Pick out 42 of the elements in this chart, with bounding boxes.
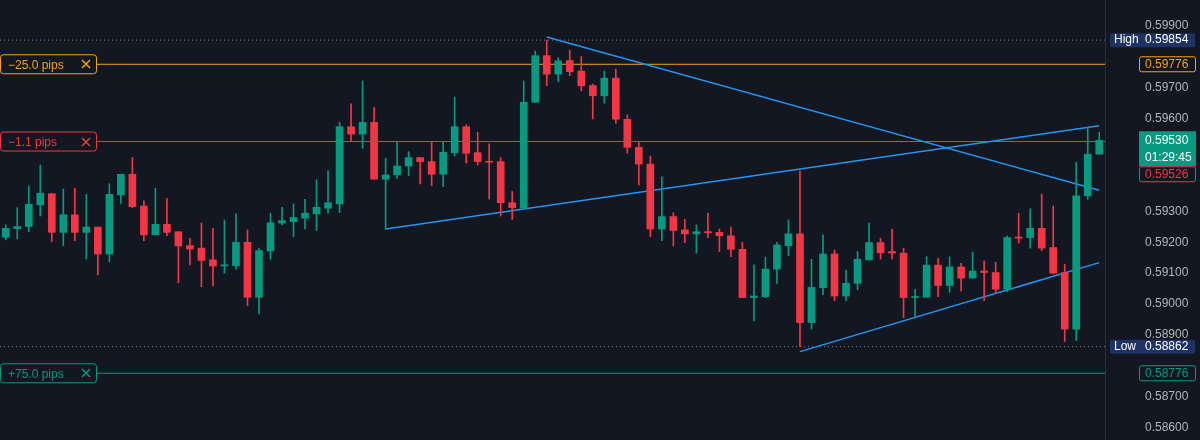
candlestick: [278, 207, 286, 226]
ref-line-label: High: [1114, 32, 1139, 47]
text: 0.59776: [1145, 56, 1189, 71]
candlestick: [209, 228, 217, 287]
candlestick: [416, 157, 424, 185]
candlestick: [704, 212, 712, 238]
ref-line-label: −25.0 pips: [8, 57, 64, 72]
candlestick: [13, 207, 22, 240]
candlestick: [658, 176, 666, 242]
y-tick-label: 0.59300: [1145, 203, 1189, 218]
ref-line-label: −1.1 pips: [8, 134, 58, 149]
text: 0.58862: [1145, 339, 1189, 353]
candlestick: [750, 264, 758, 322]
text: 01:29:45: [1145, 149, 1193, 164]
candlestick: [393, 141, 401, 179]
y-tick-label: 0.58600: [1145, 419, 1189, 434]
y-tick-label: 0.59700: [1145, 80, 1189, 95]
candlestick: [911, 288, 919, 318]
text: 0.59526: [1145, 166, 1189, 181]
candlestick: [36, 164, 45, 217]
y-tick-label: 0.59100: [1145, 265, 1189, 280]
ref-line-label: +75.0 pips: [8, 366, 64, 381]
candlestick: [1014, 212, 1023, 244]
candlestick: [186, 237, 194, 266]
text: 0.59854: [1145, 32, 1189, 47]
candlestick: [508, 191, 517, 220]
text: 0.58776: [1145, 365, 1189, 380]
candlestick: [324, 170, 332, 214]
y-tick-label: 0.59200: [1145, 234, 1189, 249]
y-tick-label: 0.59000: [1145, 296, 1189, 311]
y-tick-label: 0.58900: [1145, 327, 1189, 342]
candlestick: [485, 143, 494, 200]
ref-line-label: Low: [1114, 339, 1137, 353]
candlestick: [163, 198, 171, 237]
y-tick-label: 0.58700: [1145, 389, 1189, 404]
candlestick: [888, 228, 896, 260]
text: 0.59530: [1145, 132, 1189, 147]
candlestick: [301, 198, 309, 230]
candlestick: [980, 260, 988, 301]
y-tick-label: 0.59600: [1145, 110, 1189, 125]
y-tick-label: 0.59900: [1145, 18, 1189, 33]
candlestick: [82, 194, 91, 260]
